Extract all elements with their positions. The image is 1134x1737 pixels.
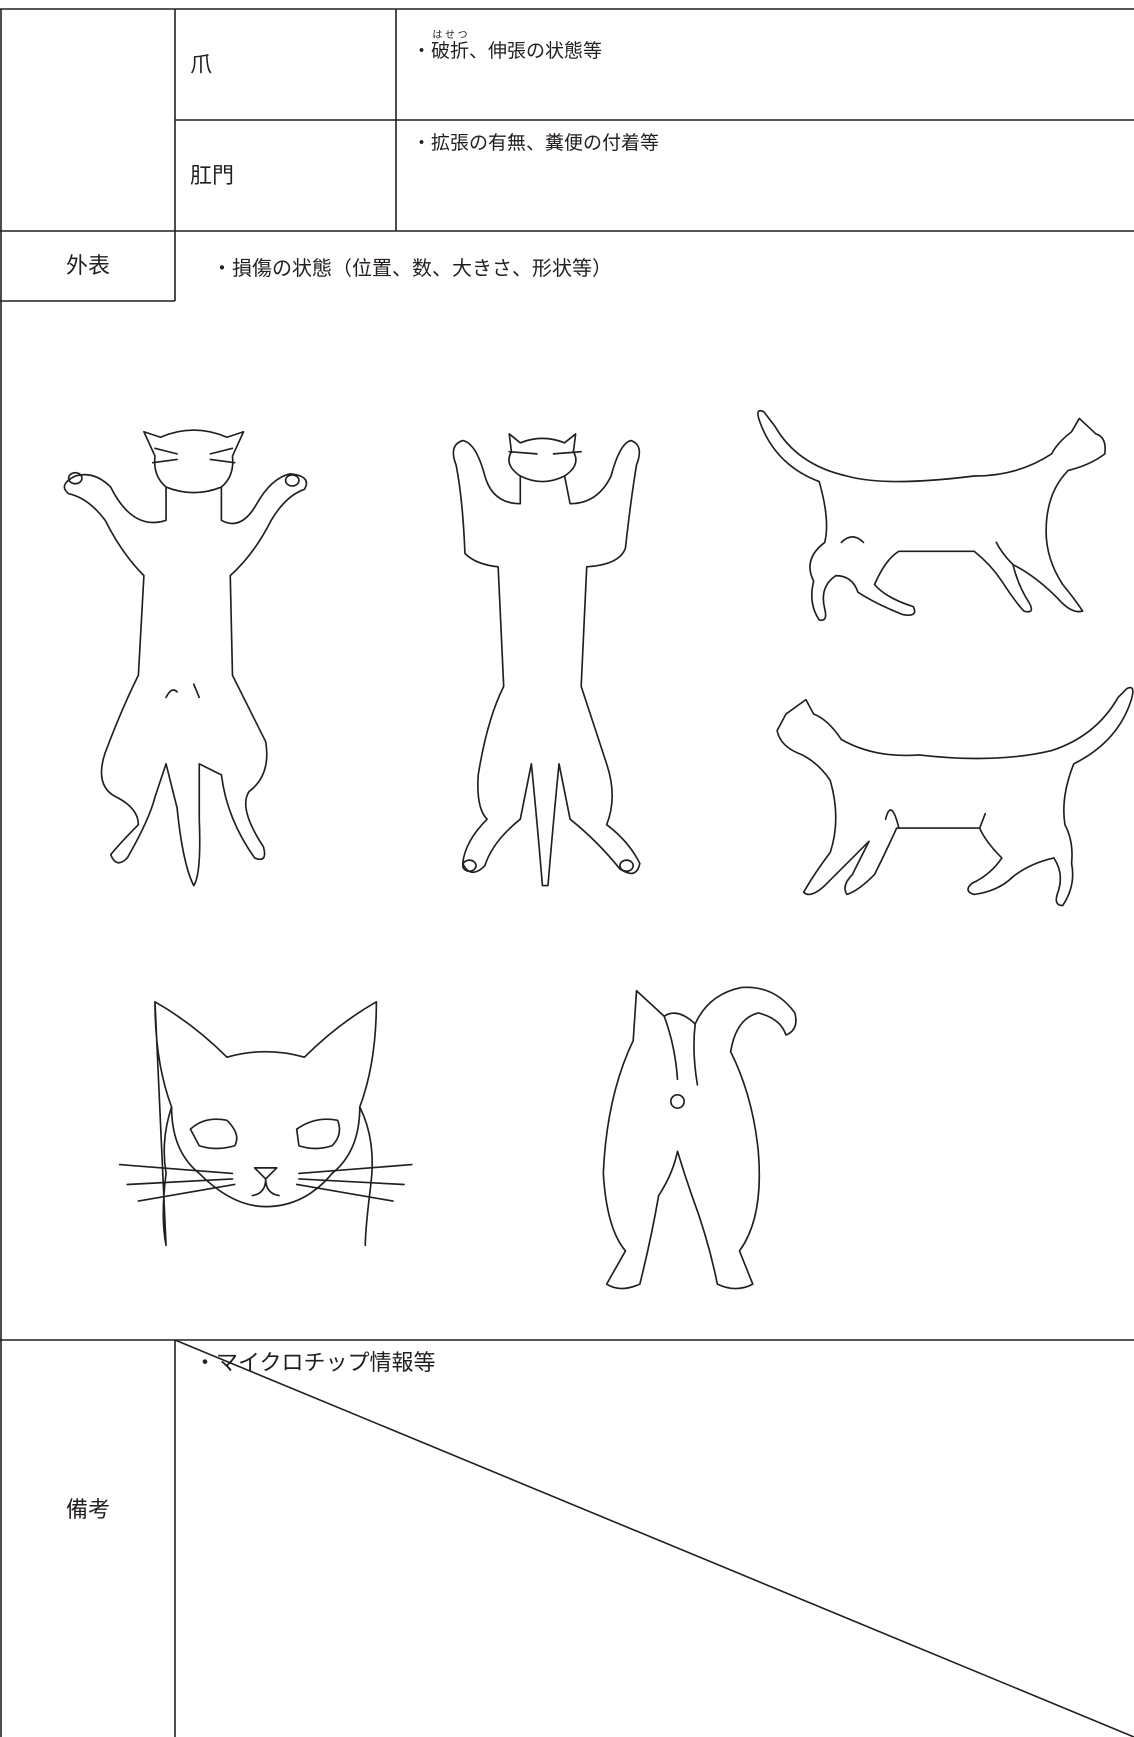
- ruby: 破折はせつ: [431, 30, 470, 62]
- exterior-label: 外表: [65, 254, 111, 279]
- note-rest: 、伸張の状態等: [469, 40, 603, 62]
- cat-rear: [602, 986, 797, 1290]
- rule: [174, 1339, 1134, 1737]
- cat-diagrams: [63, 409, 1134, 1290]
- claw-label: 爪: [190, 53, 213, 78]
- cat-belly-up: [63, 429, 308, 887]
- cat-side-left: [776, 686, 1134, 907]
- cat-side-right: [757, 409, 1106, 622]
- ruby-base: 破折: [431, 40, 470, 62]
- ruby-text: はせつ: [431, 30, 470, 41]
- remarks-label: 備考: [65, 1498, 111, 1523]
- exterior-note: ・損傷の状態（位置、数、大きさ、形状等）: [212, 256, 612, 280]
- cat-back-up: [452, 433, 641, 887]
- cat-face: [118, 1001, 413, 1247]
- claw-note: ・破折はせつ、伸張の状態等: [412, 30, 602, 61]
- bullet: ・: [412, 40, 432, 62]
- remarks-note: ・マイクロチップ情報等: [194, 1351, 436, 1376]
- anus-label: 肛門: [190, 164, 235, 189]
- anus-note: ・拡張の有無、糞便の付着等: [412, 132, 660, 154]
